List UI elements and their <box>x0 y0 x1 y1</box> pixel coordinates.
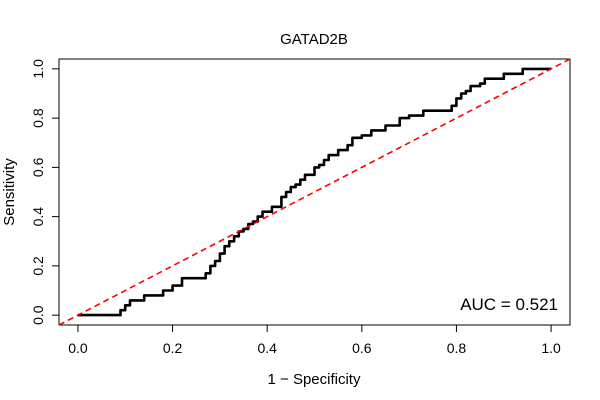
y-tick-label: 0.8 <box>30 108 46 128</box>
plot-frame <box>58 58 571 326</box>
y-tick-label: 0.4 <box>30 207 46 227</box>
y-axis-label: Sensitivity <box>1 158 18 226</box>
x-axis-label: 1 − Specificity <box>268 371 361 388</box>
x-tick-label: 0.2 <box>163 340 183 356</box>
x-tick-label: 1.0 <box>541 340 561 356</box>
chart-title: GATAD2B <box>280 31 348 48</box>
y-tick-label: 0.6 <box>30 157 46 177</box>
x-tick-label: 0.8 <box>447 340 467 356</box>
y-tick-label: 0.0 <box>30 305 46 325</box>
x-axis: 0.0 0.2 0.4 0.6 0.8 1.0 <box>68 324 561 356</box>
x-tick-label: 0.6 <box>352 340 372 356</box>
x-tick-label: 0.4 <box>257 340 277 356</box>
y-tick-label: 0.2 <box>30 256 46 276</box>
series-layer <box>58 58 571 326</box>
x-tick-label: 0.0 <box>68 340 88 356</box>
reference-diagonal <box>58 58 571 326</box>
y-tick-label: 1.0 <box>30 59 46 79</box>
y-axis: 0.0 0.2 0.4 0.6 0.8 1.0 <box>30 59 60 325</box>
auc-annotation: AUC = 0.521 <box>460 295 558 314</box>
roc-curve <box>77 67 552 317</box>
plot-area <box>58 58 571 326</box>
